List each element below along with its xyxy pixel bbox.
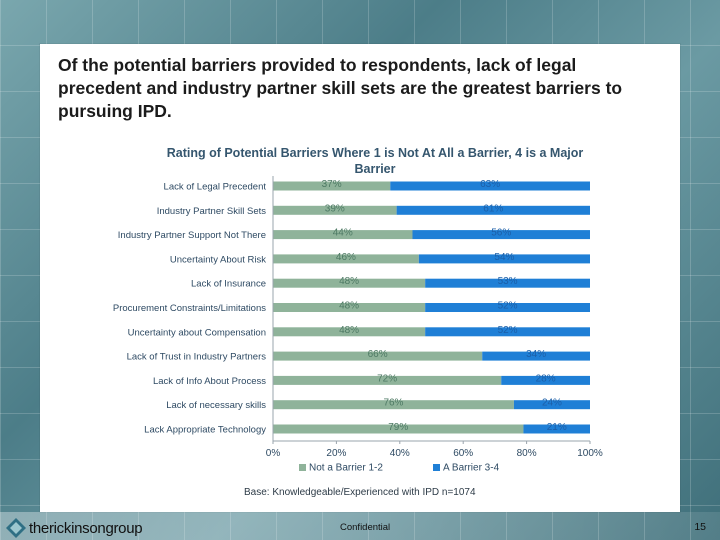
confidential-label: Confidential [340, 522, 391, 533]
bar-not-barrier [273, 278, 426, 288]
category-label: Lack of necessary skills [166, 400, 266, 411]
bar-not-barrier [273, 181, 391, 191]
bar-barrier [418, 254, 590, 264]
x-tick-label: 60% [453, 448, 473, 459]
data-label-not-barrier: 46% [336, 252, 356, 263]
bar-barrier [523, 424, 590, 434]
bar-barrier [482, 351, 590, 361]
bar-barrier [425, 303, 590, 312]
logo-text: therickinsongroup [29, 519, 143, 537]
data-label-barrier: 34% [526, 349, 546, 360]
bar-barrier [425, 327, 590, 337]
bar-barrier [501, 375, 590, 385]
legend-label-not-barrier: Not a Barrier 1-2 [309, 463, 383, 474]
data-label-not-barrier: 76% [383, 398, 403, 409]
data-label-not-barrier: 39% [325, 203, 345, 214]
category-label: Industry Partner Support Not There [118, 230, 266, 241]
bar-not-barrier [273, 230, 413, 240]
data-label-not-barrier: 48% [339, 325, 359, 336]
data-label-not-barrier: 48% [339, 276, 359, 287]
bar-not-barrier [273, 375, 502, 385]
base-note: Base: Knowledgeable/Experienced with IPD… [244, 487, 476, 498]
legend-label-barrier: A Barrier 3-4 [443, 463, 500, 474]
company-logo: therickinsongroup [6, 517, 143, 539]
x-tick-label: 0% [266, 448, 281, 459]
data-label-barrier: 63% [480, 179, 500, 190]
data-label-not-barrier: 37% [322, 179, 342, 190]
category-label: Lack Appropriate Technology [144, 425, 266, 436]
bar-not-barrier [273, 254, 419, 264]
footer-strip [0, 512, 720, 540]
bar-not-barrier [273, 400, 514, 410]
category-label: Procurement Constraints/Limitations [113, 303, 266, 314]
data-label-barrier: 24% [542, 398, 562, 409]
data-label-barrier: 54% [494, 252, 514, 263]
data-label-barrier: 28% [536, 373, 556, 384]
bar-not-barrier [273, 351, 483, 361]
data-label-barrier: 21% [547, 422, 567, 433]
category-label: Uncertainty About Risk [170, 254, 266, 265]
bar-barrier [396, 205, 590, 215]
chart-title: Rating of Potential Barriers Where 1 is … [166, 146, 584, 176]
bar-not-barrier [273, 424, 524, 434]
bar-not-barrier [273, 303, 426, 312]
category-label: Industry Partner Skill Sets [157, 206, 267, 217]
data-label-barrier: 61% [483, 203, 503, 214]
data-label-not-barrier: 48% [339, 301, 359, 312]
data-label-barrier: 52% [498, 301, 518, 312]
bar-barrier [513, 400, 590, 410]
bar-not-barrier [273, 327, 426, 337]
category-label: Lack of Legal Precedent [164, 182, 267, 193]
x-tick-label: 80% [517, 448, 537, 459]
data-label-barrier: 52% [498, 325, 518, 336]
x-tick-label: 100% [577, 448, 603, 459]
bar-barrier [412, 230, 590, 240]
data-label-not-barrier: 66% [368, 349, 388, 360]
data-label-barrier: 53% [498, 276, 518, 287]
data-label-not-barrier: 72% [377, 373, 397, 384]
data-label-not-barrier: 44% [333, 228, 353, 239]
category-label: Lack of Insurance [191, 279, 266, 290]
category-label: Lack of Trust in Industry Partners [127, 352, 267, 363]
bar-barrier [390, 181, 590, 191]
logo-diamond-icon [6, 518, 26, 538]
category-label: Uncertainty about Compensation [128, 327, 266, 338]
bar-barrier [425, 278, 590, 288]
slide-title: Of the potential barriers provided to re… [58, 55, 623, 121]
legend-swatch-not-barrier [299, 464, 306, 471]
data-label-barrier: 56% [491, 228, 511, 239]
data-label-not-barrier: 79% [388, 422, 408, 433]
category-label: Lack of Info About Process [153, 376, 266, 387]
legend-swatch-barrier [433, 464, 440, 471]
x-tick-label: 20% [326, 448, 346, 459]
content-panel [40, 44, 680, 512]
bar-not-barrier [273, 205, 397, 215]
x-tick-label: 40% [390, 448, 410, 459]
page-number: 15 [694, 521, 706, 533]
